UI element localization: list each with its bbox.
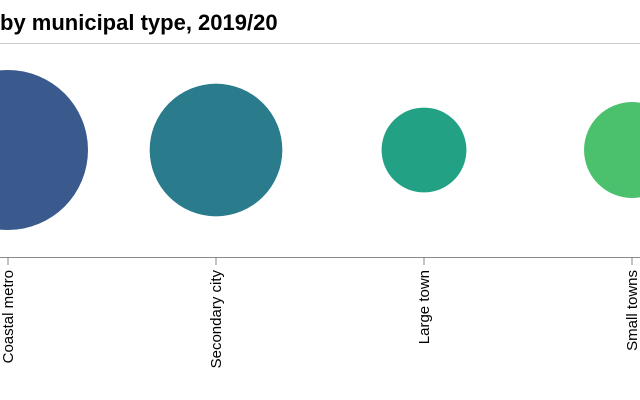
chart-title: by municipal type, 2019/20 (0, 10, 278, 35)
bubble (381, 107, 467, 193)
bubble (584, 102, 640, 198)
x-tick-label: Small towns (624, 270, 640, 351)
x-tick-label: Large town (416, 270, 433, 344)
bubble (149, 83, 283, 217)
x-tick-label: Coastal metro (0, 270, 17, 363)
x-tick-label: Secondary city (208, 270, 225, 369)
bubble (0, 70, 88, 230)
